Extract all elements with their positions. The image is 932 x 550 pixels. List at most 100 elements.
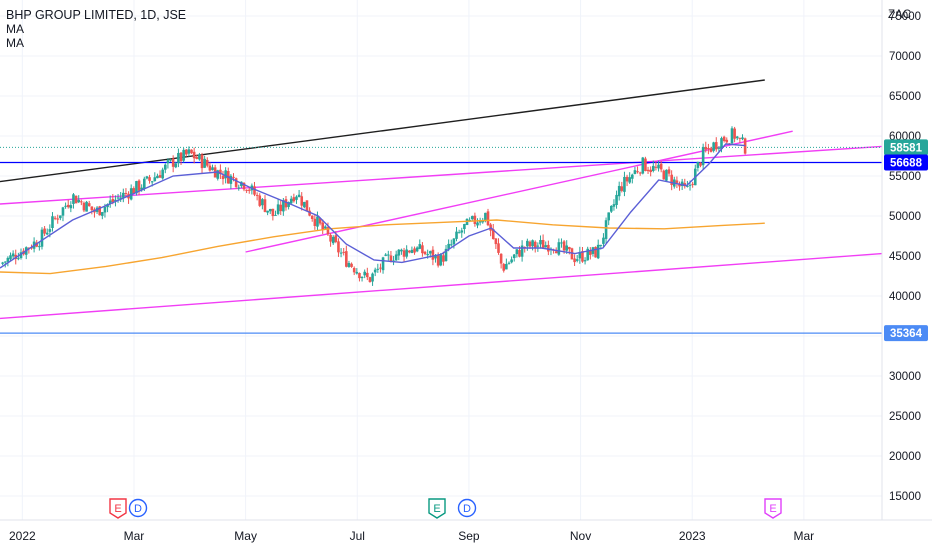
ma-indicator-2-label[interactable]: MA [6,36,24,50]
candle-body [17,258,20,260]
candle-body [568,246,571,250]
candle-body [203,158,206,168]
dividend-event-marker-2[interactable]: D [457,498,477,518]
candle-body [276,204,280,214]
candle-body [111,199,115,202]
dividend-event-marker-1-shape [128,498,148,518]
candle-body [271,208,275,217]
candle-body [85,201,88,212]
candle-body [620,186,624,191]
candle-body [324,226,327,229]
earnings-event-marker-1[interactable]: E [109,498,127,519]
ma-indicator-1-label[interactable]: MA [6,22,24,36]
candle-body [261,199,264,206]
candle-body [418,244,422,249]
earnings-event-marker-3[interactable]: E [764,498,782,519]
candle-body [581,251,584,262]
dividend-event-marker-2-letter: D [463,503,471,515]
candle-body [594,246,597,258]
candle-body [245,189,248,191]
ma-slow-line [0,219,765,275]
candle-body [507,262,511,264]
candle-body [331,236,335,244]
candle-body [455,231,458,239]
candle-body [221,175,225,180]
candle-body [295,196,298,200]
candle-body [114,199,117,202]
low-level-badge: 35364 [884,325,928,342]
candle-body [122,192,125,198]
candle-body [583,260,587,262]
candle-body [665,169,668,181]
x-tick-label: 2023 [679,529,706,543]
symbol-title[interactable]: BHP GROUP LIMITED, 1D, JSE [6,8,187,22]
candle-body [428,251,432,254]
candle-body [520,245,524,257]
candle-body [436,255,440,266]
candle-body [329,234,332,242]
currency-label: ZAC [888,9,911,21]
candle-body [363,271,366,276]
x-tick-label: Jul [350,529,365,543]
candle-body [570,248,574,260]
candle-body [536,245,540,247]
candle-body [148,177,151,181]
candle-body [651,165,655,171]
candle-body [449,244,453,246]
candle-body [654,166,658,168]
candle-body [439,254,443,266]
candle-body [352,267,356,273]
candle-body [617,185,621,197]
earnings-event-marker-2-shape [428,498,446,519]
candle-body [119,197,122,199]
candle-body [282,200,285,212]
candle-body [284,199,288,208]
candle-body [741,137,744,140]
candle-body [586,248,590,261]
candle-body [426,254,429,256]
y-tick-label: 75000 [889,11,921,23]
candle-body [657,164,660,169]
magenta-rising-line [245,130,793,253]
candle-body [680,181,684,187]
candle-body [447,243,450,249]
candle-body [497,243,500,253]
dividend-event-marker-1[interactable]: D [128,498,148,518]
candle-body [337,241,340,253]
candle-body [234,178,238,187]
last-price-badge-bg [884,139,928,156]
candle-body [701,147,705,166]
candle-body [182,149,185,161]
candle-body [688,184,692,186]
candle-body [610,205,613,212]
candle-body [531,240,534,247]
candle-body [667,169,671,174]
candle-body [510,259,513,263]
candle-body [135,181,138,194]
candle-body [192,151,196,159]
candle-body [678,184,681,187]
black-trendline [0,79,765,183]
x-tick-label: Nov [570,529,591,543]
candle-body [675,180,679,183]
candle-body [287,202,290,207]
candle-body [486,211,490,226]
x-tick-label: May [234,529,257,543]
candle-body [316,216,319,227]
candle-body [132,188,136,194]
candle-body [373,269,377,273]
candle-body [468,219,471,221]
candle-body [358,272,361,279]
y-tick-label: 25000 [889,411,921,423]
earnings-event-marker-2-letter: E [433,503,440,515]
candle-body [303,201,306,208]
candle-body [342,251,346,253]
candle-body [53,217,57,219]
candle-body [379,267,382,269]
earnings-event-marker-2[interactable]: E [428,498,446,519]
y-tick-label: 55000 [889,171,921,183]
candle-body [644,158,647,171]
candle-body [478,221,482,223]
candle-body [562,241,566,251]
